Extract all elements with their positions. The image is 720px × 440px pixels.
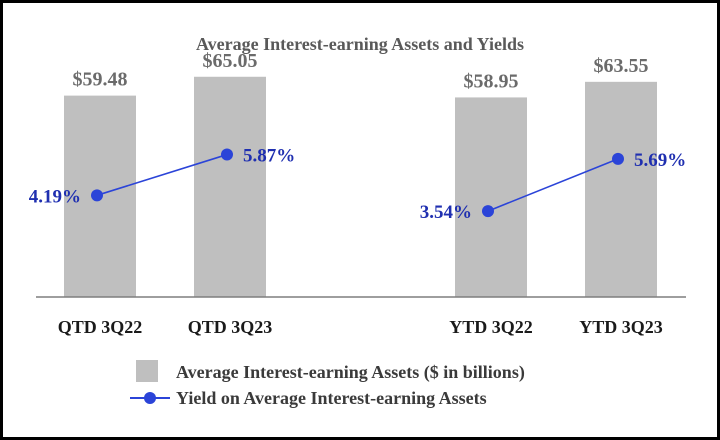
labels-layer: $59.48 QTD 3Q22 $65.05 QTD 3Q23 $58.95 YTD 3Q… <box>29 50 687 337</box>
legend-bar-label: Average Interest-earning Assets ($ in bi… <box>176 362 525 383</box>
bars-layer <box>64 76 657 298</box>
yield-line-qtd <box>96 153 228 197</box>
yield-point-1 <box>91 189 103 202</box>
bar-2 <box>194 76 266 298</box>
yield-value-label: 4.19% <box>29 186 81 207</box>
category-label: QTD 3Q23 <box>188 317 273 337</box>
bar-value-label: $59.48 <box>73 69 128 91</box>
yield-value-label: 3.54% <box>420 202 472 223</box>
bar-4 <box>585 81 657 297</box>
yield-point-3 <box>482 205 494 218</box>
yield-value-label: 5.69% <box>634 150 686 171</box>
category-label: YTD 3Q23 <box>579 317 663 337</box>
chart-title: Average Interest-earning Assets and Yiel… <box>196 34 524 54</box>
category-label: YTD 3Q22 <box>449 317 533 337</box>
line-layer <box>91 148 624 218</box>
yield-value-label: 5.87% <box>243 146 295 167</box>
legend-line-marker <box>144 392 156 404</box>
yield-point-2 <box>221 148 233 161</box>
legend: Average Interest-earning Assets ($ in bi… <box>130 360 525 408</box>
bar-3 <box>455 97 527 297</box>
legend-line-label: Yield on Average Interest-earning Assets <box>176 388 487 408</box>
bar-value-label: $65.05 <box>203 50 258 72</box>
yield-point-4 <box>612 152 624 165</box>
bar-value-label: $58.95 <box>464 70 519 92</box>
bar-value-label: $63.55 <box>594 55 649 77</box>
category-label: QTD 3Q22 <box>58 317 143 337</box>
yield-line-ytd <box>487 158 619 212</box>
legend-bar-swatch <box>136 360 158 382</box>
